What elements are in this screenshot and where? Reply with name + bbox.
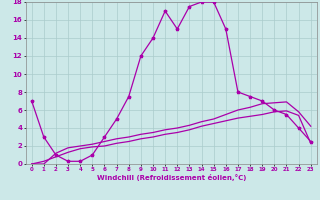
X-axis label: Windchill (Refroidissement éolien,°C): Windchill (Refroidissement éolien,°C)	[97, 174, 246, 181]
